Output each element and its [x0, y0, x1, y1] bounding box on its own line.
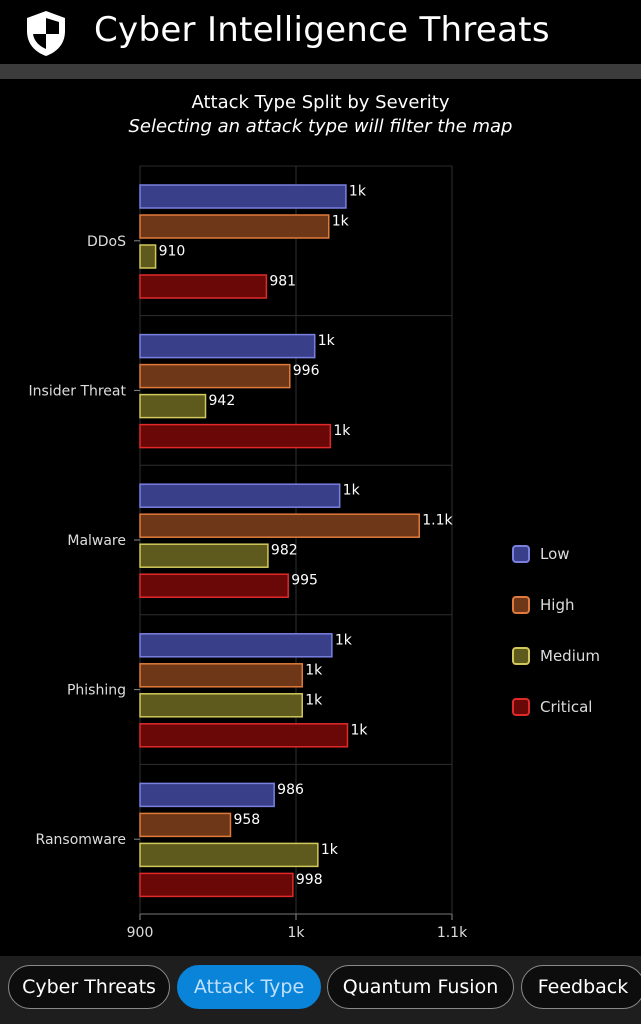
data-label: 996 [293, 363, 320, 379]
data-label: 995 [291, 573, 318, 589]
bar-low [139, 633, 333, 658]
bar-critical [139, 274, 268, 299]
bar-high [139, 513, 420, 538]
bar-medium [139, 693, 303, 718]
x-tick-label: 1k [287, 925, 305, 941]
bar-critical [139, 723, 349, 748]
chart-legend: Low High Medium Critical [512, 528, 600, 732]
bar-medium [139, 842, 319, 868]
data-label: 1k [343, 483, 361, 499]
bottom-tab-bar: Cyber Threats Attack Type Quantum Fusion Fe… [0, 956, 641, 1024]
legend-swatch [512, 595, 530, 614]
attack-type-chart: Attack Type Split by Severity Selecting … [0, 84, 641, 944]
data-label: 910 [159, 244, 186, 260]
data-label: 981 [269, 274, 296, 290]
bar-high [139, 363, 291, 389]
bar-critical [139, 872, 294, 898]
legend-label: Critical [540, 697, 593, 716]
shield-icon [27, 11, 65, 56]
category-label: Phishing [67, 683, 126, 699]
bar-critical [139, 423, 332, 449]
legend-item-critical[interactable]: Critical [512, 681, 600, 732]
data-label: 1k [305, 662, 323, 678]
bar-high [139, 812, 232, 838]
legend-label: Low [540, 544, 570, 563]
bar-medium [139, 393, 207, 419]
bar-low [139, 184, 347, 209]
legend-item-medium[interactable]: Medium [512, 630, 600, 681]
category-label: Insider Threat [29, 383, 127, 399]
legend-label: Medium [540, 646, 600, 665]
bar-medium [139, 543, 269, 568]
chart-title: Attack Type Split by Severity [191, 92, 450, 113]
legend-item-high[interactable]: High [512, 579, 600, 630]
bar-low [139, 483, 341, 508]
tab-quantum-fusion[interactable]: Quantum Fusion [327, 965, 514, 1009]
tab-cyber-threats[interactable]: Cyber Threats [8, 965, 170, 1009]
chart-subtitle: Selecting an attack type will filter the… [128, 116, 513, 137]
data-label: 942 [209, 393, 236, 409]
data-label: 1k [335, 632, 353, 648]
data-label: 1k [333, 423, 351, 439]
data-label: 986 [277, 782, 304, 798]
data-label: 1k [321, 842, 339, 858]
tab-feedback[interactable]: Feedback [521, 965, 641, 1009]
data-label: 958 [233, 812, 260, 828]
data-label: 1.1k [422, 513, 453, 529]
x-tick-label: 900 [127, 925, 154, 941]
category-label: DDoS [87, 234, 126, 250]
bar-low [139, 782, 275, 808]
data-label: 1k [332, 214, 350, 230]
app-title: Cyber Intelligence Threats [94, 10, 550, 50]
bar-chart-svg: 900 1k 1.1k DDoS 1k 1k 910 981 Insider Threat 1k 9… [29, 165, 468, 941]
legend-item-low[interactable]: Low [512, 528, 600, 579]
data-label: 998 [296, 872, 323, 888]
data-label: 1k [350, 722, 368, 738]
x-tick-label: 1.1k [437, 925, 468, 941]
bar-critical [139, 573, 289, 598]
tab-attack-type[interactable]: Attack Type [177, 965, 321, 1009]
category-label: Malware [67, 533, 126, 549]
data-label: 1k [305, 692, 323, 708]
category-label: Ransomware [36, 832, 126, 848]
bar-high [139, 214, 330, 239]
data-label: 1k [349, 184, 367, 200]
app-header: Cyber Intelligence Threats [0, 0, 641, 64]
legend-label: High [540, 595, 575, 614]
data-label: 982 [271, 543, 298, 559]
bar-low [139, 333, 316, 359]
bar-medium [139, 244, 157, 269]
legend-swatch [512, 646, 530, 665]
header-divider [0, 64, 641, 79]
legend-swatch [512, 697, 530, 716]
data-label: 1k [318, 333, 336, 349]
bar-high [139, 663, 303, 688]
legend-swatch [512, 544, 530, 563]
